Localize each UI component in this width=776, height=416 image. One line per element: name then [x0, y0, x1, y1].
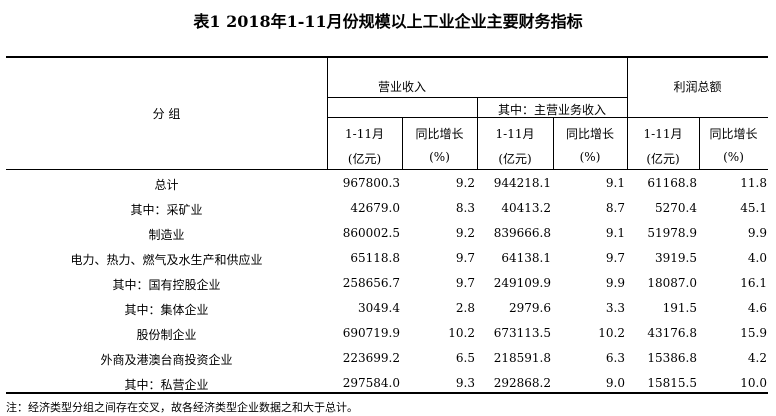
row-value: 2979.6 [509, 301, 551, 315]
row-value: 860002.5 [342, 226, 400, 240]
table-title: 表1 2018年1-11月份规模以上工业企业主要财务指标 [193, 12, 583, 31]
row-value: 6.5 [455, 351, 475, 365]
row-value: 223699.2 [342, 351, 400, 365]
header-period: 1-11月 [643, 127, 683, 141]
row-value: 297584.0 [342, 376, 400, 390]
row-value: 15.9 [740, 326, 767, 340]
header-growth: 同比增长 [565, 127, 614, 141]
row-value: 249109.9 [493, 276, 551, 290]
row-value: 61168.8 [647, 176, 697, 190]
footnote: 注：经济类型分组之间存在交叉，故各经济类型企业数据之和大于总计。 [6, 401, 358, 414]
row-value: 15815.5 [647, 376, 697, 390]
row-value: 45.1 [740, 201, 767, 215]
bottom-rule [6, 392, 768, 394]
row-value: 10.2 [598, 326, 625, 340]
header-divider [327, 57, 328, 169]
row-label: 股份制企业 [136, 328, 197, 342]
header-unit-amount: (亿元) [347, 152, 382, 166]
profit-subheader-rule [627, 117, 768, 118]
row-label: 其中：集体企业 [124, 303, 209, 317]
header-growth: 同比增长 [415, 127, 464, 141]
row-value: 43176.8 [647, 326, 697, 340]
row-value: 51978.9 [647, 226, 697, 240]
row-label: 制造业 [148, 228, 185, 242]
row-value: 42679.0 [350, 201, 400, 215]
row-value: 5270.4 [655, 201, 697, 215]
row-value: 4.6 [747, 301, 767, 315]
header-group: 分 组 [152, 107, 181, 121]
row-value: 191.5 [662, 301, 697, 315]
row-value: 690719.9 [342, 326, 400, 340]
header-period: 1-11月 [495, 127, 535, 141]
header-period: 1-11月 [345, 127, 384, 141]
revenue-subheader-rule [327, 97, 627, 98]
header-divider [402, 118, 403, 169]
row-value: 9.0 [605, 376, 625, 390]
row-value: 3919.5 [655, 251, 697, 265]
row-value: 4.2 [747, 351, 767, 365]
row-value: 9.7 [605, 251, 625, 265]
row-value: 292868.2 [493, 376, 551, 390]
row-value: 15386.8 [647, 351, 697, 365]
row-value: 9.9 [747, 226, 767, 240]
row-value: 9.7 [455, 276, 475, 290]
row-value: 9.2 [455, 226, 475, 240]
header-bottom-rule [6, 169, 768, 170]
row-value: 40413.2 [501, 201, 551, 215]
header-unit-amount: (亿元) [646, 152, 680, 166]
row-value: 967800.3 [342, 176, 400, 190]
header-revenue: 营业收入 [377, 80, 426, 94]
row-value: 65118.8 [350, 251, 400, 265]
header-main-revenue: 其中：主营业务收入 [497, 103, 606, 117]
top-rule [6, 56, 768, 58]
row-value: 10.2 [448, 326, 475, 340]
row-value: 3049.4 [358, 301, 400, 315]
row-label: 其中：国有控股企业 [112, 278, 221, 292]
header-profit: 利润总额 [673, 80, 722, 94]
row-value: 64138.1 [501, 251, 551, 265]
header-divider [477, 98, 478, 169]
header-divider [553, 118, 554, 169]
row-label: 其中：私营企业 [124, 378, 209, 392]
row-value: 4.0 [747, 251, 767, 265]
row-value: 3.3 [605, 301, 625, 315]
row-value: 10.0 [740, 376, 767, 390]
row-value: 9.9 [605, 276, 625, 290]
row-value: 258656.7 [342, 276, 400, 290]
row-value: 673113.5 [493, 326, 551, 340]
header-unit-pct: (%) [579, 150, 601, 164]
row-value: 9.1 [605, 226, 625, 240]
row-value: 9.2 [455, 176, 475, 190]
row-value: 944218.1 [493, 176, 551, 190]
header-divider [699, 118, 700, 169]
header-unit-pct: (%) [723, 150, 744, 164]
row-value: 2.8 [455, 301, 475, 315]
row-label: 其中：采矿业 [130, 203, 203, 217]
row-label: 外商及港澳台商投资企业 [100, 353, 233, 367]
header-unit-amount: (亿元) [498, 152, 532, 166]
row-value: 839666.8 [493, 226, 551, 240]
header-unit-pct: (%) [429, 150, 450, 164]
header-growth: 同比增长 [709, 127, 758, 141]
row-value: 218591.8 [493, 351, 551, 365]
row-value: 8.3 [455, 201, 475, 215]
row-value: 11.8 [740, 176, 767, 190]
row-value: 8.7 [605, 201, 625, 215]
row-value: 9.1 [605, 176, 625, 190]
row-value: 18087.0 [647, 276, 697, 290]
row-label: 总计 [154, 178, 179, 192]
row-value: 16.1 [740, 276, 767, 290]
header-divider [627, 57, 628, 169]
row-label: 电力、热力、燃气及水生产和供应业 [70, 253, 263, 267]
row-value: 6.3 [605, 351, 625, 365]
row-value: 9.3 [455, 376, 475, 390]
row-value: 9.7 [455, 251, 475, 265]
